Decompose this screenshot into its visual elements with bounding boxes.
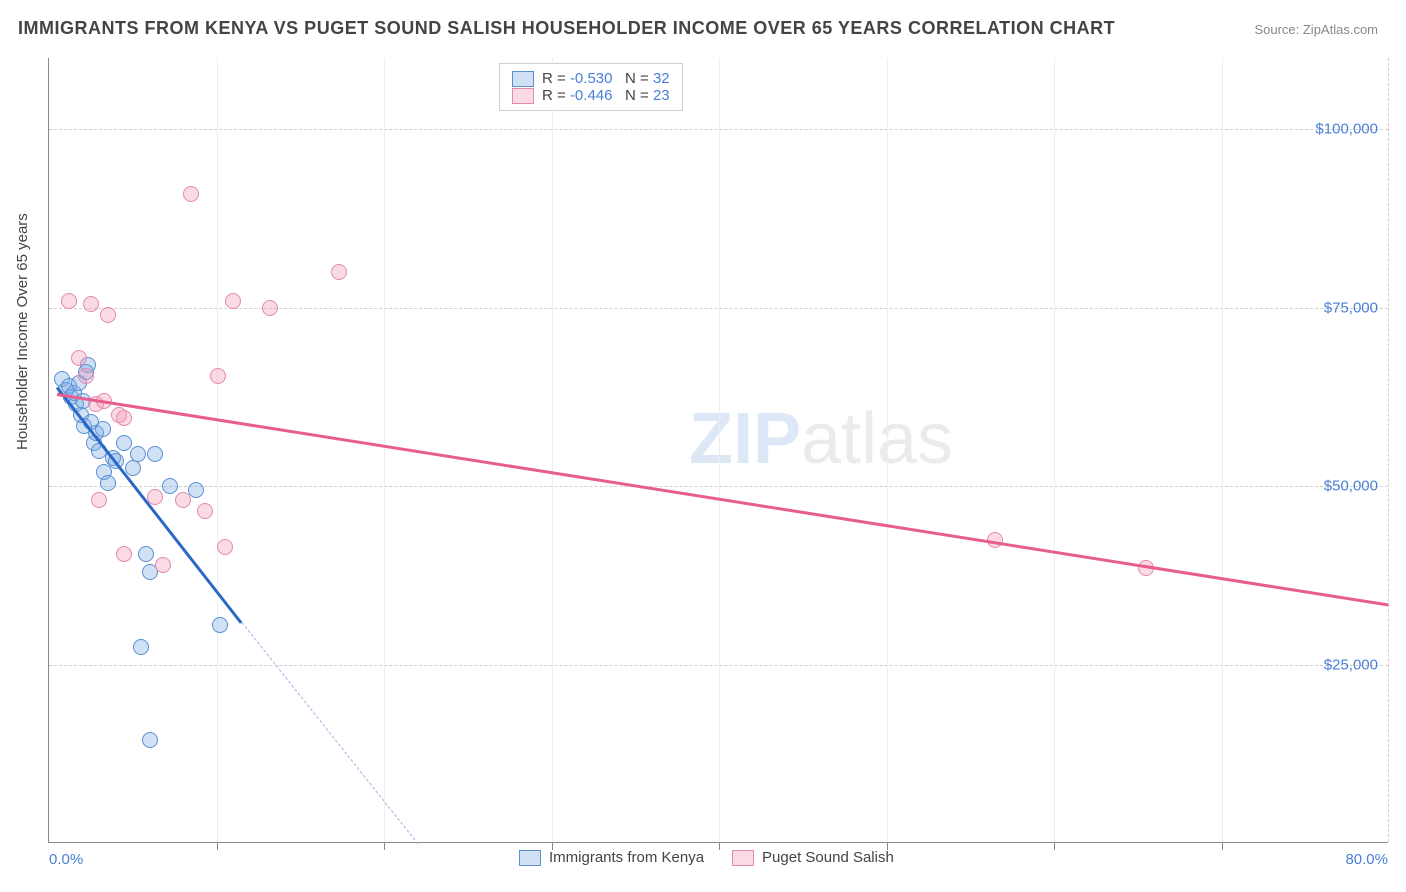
legend-item: Immigrants from Kenya <box>519 849 704 866</box>
scatter-marker <box>142 732 158 748</box>
correlation-legend: R = -0.530 N = 32R = -0.446 N = 23 <box>499 63 683 111</box>
y-tick-label: $25,000 <box>1324 656 1378 673</box>
scatter-marker <box>100 475 116 491</box>
y-axis-title: Householder Income Over 65 years <box>14 213 31 450</box>
gridline-vertical <box>887 58 888 842</box>
x-tick-label: 0.0% <box>49 851 83 868</box>
scatter-marker <box>100 307 116 323</box>
scatter-marker <box>175 492 191 508</box>
legend-item: Puget Sound Salish <box>732 849 894 866</box>
scatter-plot-area: ZIPatlas $25,000$50,000$75,000$100,0000.… <box>48 58 1388 843</box>
scatter-marker <box>91 492 107 508</box>
scatter-marker <box>61 293 77 309</box>
watermark-zip: ZIP <box>689 399 801 479</box>
scatter-marker <box>225 293 241 309</box>
y-tick-label: $75,000 <box>1324 299 1378 316</box>
scatter-marker <box>116 546 132 562</box>
y-tick-label: $100,000 <box>1315 121 1378 138</box>
scatter-marker <box>162 478 178 494</box>
watermark: ZIPatlas <box>689 398 953 480</box>
scatter-marker <box>138 546 154 562</box>
scatter-marker <box>155 557 171 573</box>
scatter-marker <box>147 489 163 505</box>
trend-line <box>241 622 418 844</box>
legend-stats: R = -0.530 N = 32 <box>542 70 670 87</box>
trend-line <box>57 393 1389 606</box>
scatter-marker <box>217 539 233 555</box>
gridline-vertical <box>1054 58 1055 842</box>
x-tick <box>384 842 385 850</box>
chart-title: IMMIGRANTS FROM KENYA VS PUGET SOUND SAL… <box>18 18 1115 39</box>
scatter-marker <box>83 296 99 312</box>
source-attribution: Source: ZipAtlas.com <box>1254 22 1378 37</box>
legend-label: Immigrants from Kenya <box>549 849 704 866</box>
legend-label: Puget Sound Salish <box>762 849 894 866</box>
scatter-marker <box>130 446 146 462</box>
gridline-vertical <box>719 58 720 842</box>
scatter-marker <box>133 639 149 655</box>
watermark-atlas: atlas <box>801 399 953 479</box>
scatter-marker <box>188 482 204 498</box>
trend-line <box>56 387 243 624</box>
scatter-marker <box>331 264 347 280</box>
scatter-marker <box>147 446 163 462</box>
legend-swatch <box>732 850 754 866</box>
y-tick-label: $50,000 <box>1324 478 1378 495</box>
gridline-vertical <box>1222 58 1223 842</box>
scatter-marker <box>95 421 111 437</box>
scatter-marker <box>78 368 94 384</box>
scatter-marker <box>212 617 228 633</box>
legend-swatch <box>519 850 541 866</box>
x-tick <box>1222 842 1223 850</box>
scatter-marker <box>197 503 213 519</box>
series-legend: Immigrants from Kenya Puget Sound Salish <box>519 849 894 866</box>
legend-row: R = -0.530 N = 32 <box>512 70 670 87</box>
x-tick <box>217 842 218 850</box>
gridline-vertical <box>217 58 218 842</box>
legend-row: R = -0.446 N = 23 <box>512 87 670 104</box>
scatter-marker <box>71 350 87 366</box>
scatter-marker <box>210 368 226 384</box>
legend-swatch <box>512 88 534 104</box>
gridline-vertical <box>384 58 385 842</box>
scatter-marker <box>116 410 132 426</box>
gridline-vertical <box>1388 58 1389 842</box>
scatter-marker <box>183 186 199 202</box>
gridline-vertical <box>552 58 553 842</box>
x-tick <box>1054 842 1055 850</box>
legend-swatch <box>512 71 534 87</box>
scatter-marker <box>262 300 278 316</box>
x-tick-label: 80.0% <box>1345 851 1388 868</box>
legend-stats: R = -0.446 N = 23 <box>542 87 670 104</box>
